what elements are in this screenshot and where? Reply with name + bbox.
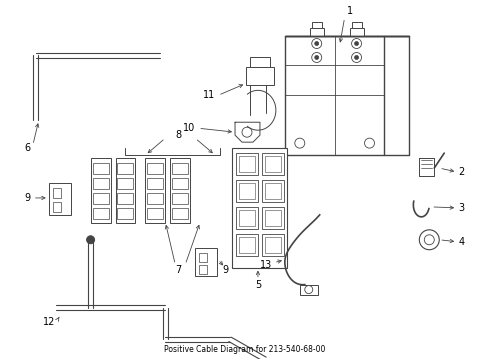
Text: Positive Cable Diagram for 213-540-68-00: Positive Cable Diagram for 213-540-68-00 <box>164 345 326 354</box>
Bar <box>147 178 163 189</box>
Text: 10: 10 <box>183 123 195 133</box>
Text: 12: 12 <box>43 318 56 328</box>
Bar <box>171 158 190 223</box>
Bar <box>265 183 281 199</box>
Bar <box>236 153 258 175</box>
Bar <box>147 163 163 174</box>
Circle shape <box>315 55 318 59</box>
Bar <box>312 22 322 28</box>
Text: 1: 1 <box>346 6 353 15</box>
Bar <box>265 237 281 253</box>
Text: 3: 3 <box>458 203 464 213</box>
Circle shape <box>355 41 359 45</box>
Bar <box>91 158 111 223</box>
Bar <box>236 180 258 202</box>
Circle shape <box>312 53 322 62</box>
Bar <box>285 36 385 155</box>
Text: 13: 13 <box>260 260 272 270</box>
Bar <box>172 193 188 204</box>
Circle shape <box>242 127 252 137</box>
Circle shape <box>355 55 359 59</box>
Text: 7: 7 <box>175 265 181 275</box>
Text: 9: 9 <box>24 193 31 203</box>
Bar <box>349 28 364 36</box>
Circle shape <box>352 53 362 62</box>
Circle shape <box>352 39 362 49</box>
Text: 9: 9 <box>222 265 228 275</box>
Bar <box>116 158 135 223</box>
Text: 5: 5 <box>255 280 261 289</box>
Text: 11: 11 <box>203 90 215 100</box>
Bar <box>172 163 188 174</box>
Bar <box>118 163 133 174</box>
Text: 8: 8 <box>175 130 181 140</box>
Bar <box>118 193 133 204</box>
Bar <box>199 253 207 262</box>
Bar <box>172 178 188 189</box>
Bar <box>265 210 281 226</box>
Bar <box>352 22 362 28</box>
Bar <box>300 285 318 294</box>
Bar <box>118 178 133 189</box>
Bar <box>239 237 255 253</box>
Circle shape <box>305 285 313 293</box>
Circle shape <box>365 138 374 148</box>
Circle shape <box>312 39 322 49</box>
Bar <box>53 188 61 198</box>
Circle shape <box>295 138 305 148</box>
Bar <box>265 156 281 172</box>
Bar <box>147 208 163 219</box>
Circle shape <box>315 41 318 45</box>
Bar <box>262 153 284 175</box>
Bar <box>262 234 284 256</box>
Bar <box>195 248 217 276</box>
Bar <box>118 208 133 219</box>
Bar <box>93 163 108 174</box>
Bar <box>239 156 255 172</box>
Bar <box>146 158 165 223</box>
Bar <box>53 202 61 212</box>
Bar <box>93 193 108 204</box>
Text: 4: 4 <box>458 237 464 247</box>
Bar <box>199 265 207 274</box>
Circle shape <box>87 236 95 244</box>
Bar <box>310 28 324 36</box>
Bar <box>49 183 71 215</box>
Bar <box>93 178 108 189</box>
Bar <box>236 207 258 229</box>
Circle shape <box>424 235 434 245</box>
Bar <box>239 183 255 199</box>
Bar <box>236 234 258 256</box>
Bar <box>232 148 287 268</box>
Bar <box>239 210 255 226</box>
Bar <box>262 180 284 202</box>
Bar <box>93 208 108 219</box>
Bar <box>147 193 163 204</box>
Circle shape <box>419 230 439 250</box>
Bar <box>262 207 284 229</box>
Text: 6: 6 <box>24 143 31 153</box>
Bar <box>246 67 274 85</box>
Bar <box>250 58 270 67</box>
Text: 2: 2 <box>458 167 465 177</box>
Bar <box>172 208 188 219</box>
